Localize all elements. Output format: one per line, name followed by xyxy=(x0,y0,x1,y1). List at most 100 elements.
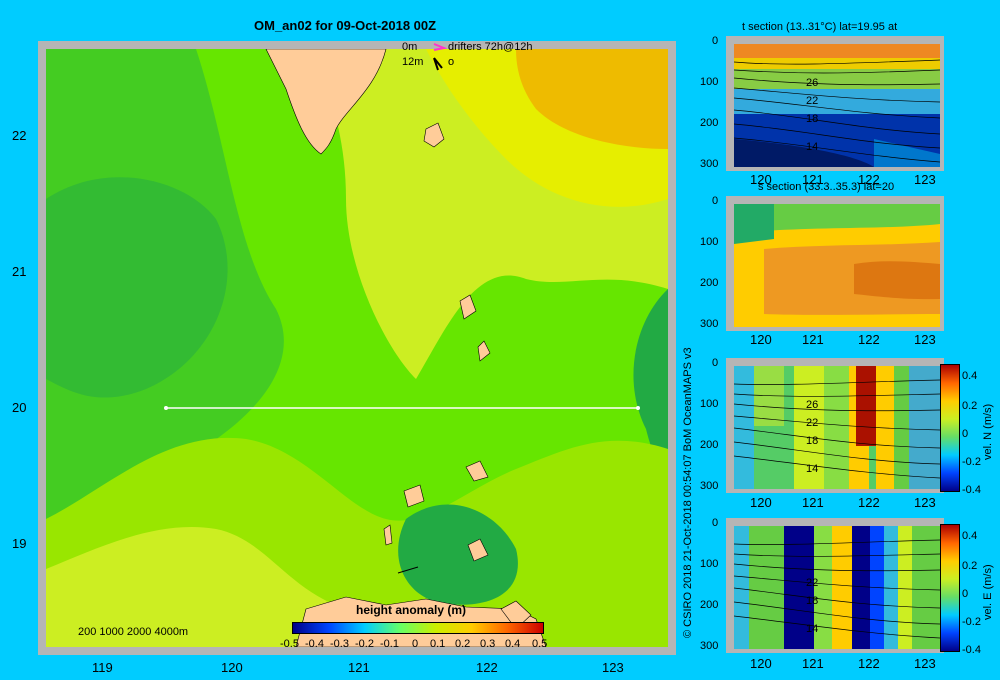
lat-tick: 21 xyxy=(12,264,27,279)
contour-label: 18 xyxy=(806,113,818,125)
x-tick: 122 xyxy=(858,656,880,671)
colorbar-label: height anomaly (m) xyxy=(356,603,467,617)
x-tick: 122 xyxy=(858,495,880,510)
y-tick: 100 xyxy=(700,76,719,88)
contour-label: 14 xyxy=(806,141,818,153)
y-tick: 300 xyxy=(700,318,719,330)
colorbar-tick: -0.2 xyxy=(355,638,374,650)
contour-label: 14 xyxy=(806,623,818,635)
cbar-tick: 0.2 xyxy=(962,560,978,572)
y-tick: 0 xyxy=(712,517,719,529)
lon-tick: 120 xyxy=(221,660,243,675)
colorbar-tick: 0.4 xyxy=(505,638,521,650)
contour-label: 14 xyxy=(806,463,818,475)
x-tick: 123 xyxy=(914,172,936,187)
colorbar-tick: 0.3 xyxy=(480,638,496,650)
vel-n-colorbar xyxy=(940,364,960,492)
colorbar-tick: 0.2 xyxy=(455,638,471,650)
x-tick: 123 xyxy=(914,495,936,510)
map-canvas xyxy=(46,49,668,647)
credit-text: © CSIRO 2018 21-Oct-2018 00:54:07 BoM Oc… xyxy=(682,347,694,638)
cbar-tick: 0 xyxy=(962,588,969,600)
x-tick: 121 xyxy=(802,172,824,187)
x-tick: 121 xyxy=(802,656,824,671)
contour-label: 18 xyxy=(806,595,818,607)
x-tick: 122 xyxy=(858,172,880,187)
vel-n-label: vel. N (m/s) xyxy=(982,403,994,460)
colorbar-tick: -0.4 xyxy=(305,638,324,650)
drifter-arrow-icon xyxy=(433,43,448,71)
credit-text-container: © CSIRO 2018 21-Oct-2018 00:54:07 BoM Oc… xyxy=(682,300,700,640)
y-tick: 0 xyxy=(712,195,719,207)
vel-n-plot: 26 22 18 14 xyxy=(734,366,940,489)
cbar-tick: 0.4 xyxy=(962,370,978,382)
cbar-tick: -0.4 xyxy=(962,484,981,496)
y-tick: 100 xyxy=(700,558,719,570)
map-frame xyxy=(38,41,676,655)
t-section-title: t section (13..31°C) lat=19.95 at xyxy=(742,21,898,33)
x-tick: 120 xyxy=(750,656,772,671)
x-tick: 120 xyxy=(750,172,772,187)
x-tick: 121 xyxy=(802,495,824,510)
colorbar-tick: -0.5 xyxy=(280,638,299,650)
x-tick: 120 xyxy=(750,332,772,347)
depth-legend: 200 1000 2000 4000m xyxy=(78,626,189,638)
drifter-marker-icon: o xyxy=(448,56,455,68)
s-section-title: s section (33.3..35.3) lat=20 xyxy=(758,181,895,193)
section-line xyxy=(164,406,640,410)
vel-e-plot: 22 18 14 xyxy=(734,526,940,649)
cbar-tick: -0.4 xyxy=(962,644,981,656)
lon-tick: 123 xyxy=(602,660,624,675)
lat-tick: 20 xyxy=(12,400,27,415)
y-tick: 300 xyxy=(700,640,719,652)
vel-e-label: vel. E (m/s) xyxy=(982,564,994,620)
y-tick: 200 xyxy=(700,277,719,289)
y-tick: 200 xyxy=(700,439,719,451)
x-tick: 123 xyxy=(914,332,936,347)
x-tick: 121 xyxy=(802,332,824,347)
s-section-plot xyxy=(734,204,940,327)
vel-n-panel: 26 22 18 14 xyxy=(726,358,944,493)
colorbar xyxy=(292,622,544,634)
t-section-panel: 26 22 18 14 xyxy=(726,36,944,171)
t-section-plot: 26 22 18 14 xyxy=(734,44,940,167)
map-title: OM_an02 for 09-Oct-2018 00Z xyxy=(254,18,437,33)
vel-e-panel: 22 18 14 xyxy=(726,518,944,653)
cbar-tick: -0.2 xyxy=(962,456,981,468)
colorbar-tick: 0.5 xyxy=(532,638,548,650)
lon-tick: 121 xyxy=(348,660,370,675)
cbar-tick: 0 xyxy=(962,428,969,440)
lat-tick: 19 xyxy=(12,536,27,551)
contour-label: 18 xyxy=(806,435,818,447)
cbar-tick: -0.2 xyxy=(962,616,981,628)
vel-e-colorbar xyxy=(940,524,960,652)
colorbar-tick: 0.1 xyxy=(430,638,446,650)
cbar-tick: 0.2 xyxy=(962,400,978,412)
cbar-tick: 0.4 xyxy=(962,530,978,542)
x-tick: 122 xyxy=(858,332,880,347)
colorbar-ticks: -0.5 -0.4 -0.3 -0.2 -0.1 0 0.1 0.2 0.3 0… xyxy=(280,638,555,652)
y-tick: 300 xyxy=(700,480,719,492)
y-tick: 200 xyxy=(700,599,719,611)
lon-tick: 122 xyxy=(476,660,498,675)
contour-label: 22 xyxy=(806,417,818,429)
colorbar-tick: -0.1 xyxy=(380,638,399,650)
height-anomaly-field xyxy=(46,49,668,647)
y-tick: 0 xyxy=(712,357,719,369)
contour-label: 22 xyxy=(806,577,818,589)
y-tick: 0 xyxy=(712,35,719,47)
legend-12m: 12m xyxy=(402,56,424,68)
legend-0m: 0m xyxy=(402,41,418,53)
drifters-label: drifters 72h@12h xyxy=(448,41,533,53)
lon-tick: 119 xyxy=(92,660,113,675)
colorbar-tick: -0.3 xyxy=(330,638,349,650)
contour-label: 26 xyxy=(806,399,818,411)
x-tick: 120 xyxy=(750,495,772,510)
y-tick: 200 xyxy=(700,117,719,129)
colorbar-tick: 0 xyxy=(412,638,419,650)
s-section-panel xyxy=(726,196,944,331)
x-tick: 123 xyxy=(914,656,936,671)
lat-tick: 22 xyxy=(12,128,27,143)
contour-label: 26 xyxy=(806,77,818,89)
contour-label: 22 xyxy=(806,95,818,107)
